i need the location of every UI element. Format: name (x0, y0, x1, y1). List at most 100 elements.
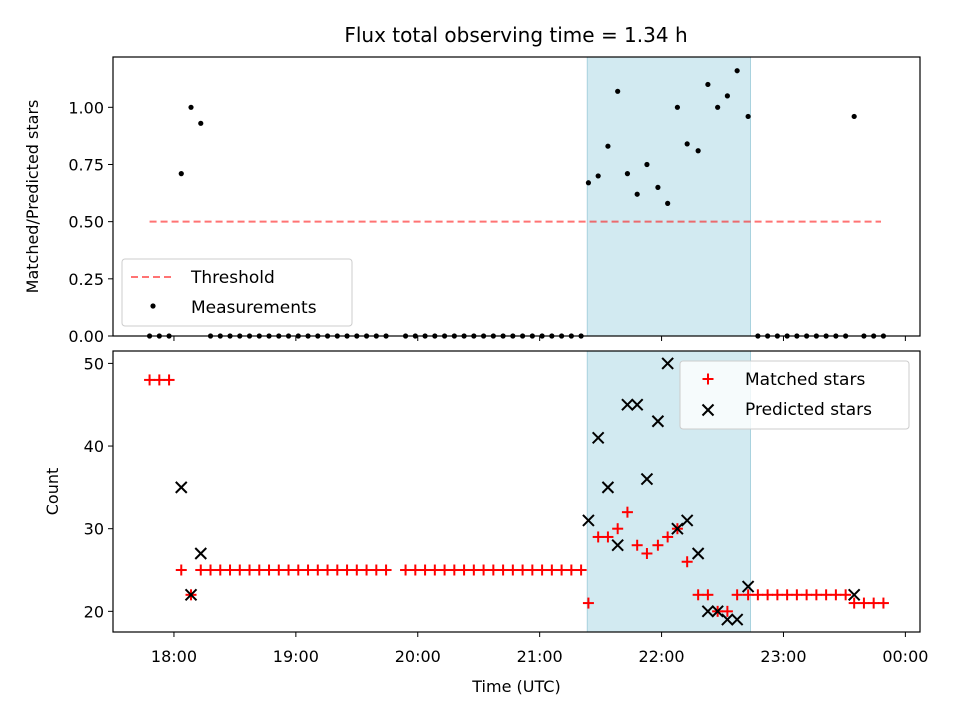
matched-point (810, 589, 822, 601)
matched-point (631, 539, 643, 551)
x-tick-label: 20:00 (395, 647, 441, 666)
predicted-point (611, 539, 624, 552)
predicted-point (591, 431, 605, 444)
matched-point (312, 564, 324, 576)
matched-point (409, 564, 421, 576)
matched-point (662, 531, 674, 543)
y-tick-label: 1.00 (68, 98, 104, 117)
measurement-point (198, 120, 204, 126)
predicted-point (691, 547, 705, 560)
matched-point (752, 589, 764, 601)
matched-point (205, 564, 217, 576)
matched-point (195, 564, 207, 576)
measurement-point (674, 104, 681, 110)
matched-point (370, 564, 382, 576)
highlight-span (586, 56, 751, 337)
predicted-point (621, 398, 634, 411)
matched-point (458, 564, 470, 576)
matched-point (742, 589, 754, 601)
matched-point (163, 374, 175, 386)
y-axis-ratio: 0.00 0.25 0.50 0.75 1.00 (68, 98, 113, 346)
predicted-point (175, 481, 188, 494)
matched-point (175, 564, 187, 576)
legend-count: Matched stars Predicted stars (679, 360, 910, 430)
matched-point (692, 589, 704, 601)
plot-area-count (144, 357, 889, 626)
x-axis-label: Time (UTC) (471, 677, 560, 696)
legend-matched-marker (702, 373, 714, 385)
matched-point (877, 597, 889, 609)
y-tick-label: 0.00 (68, 327, 104, 346)
predicted-point (711, 605, 724, 618)
matched-point (781, 589, 793, 601)
legend-predicted-label: Predicted stars (745, 400, 872, 420)
measurement-point (624, 171, 631, 177)
y-tick-label: 0.25 (68, 270, 104, 289)
measurement-point (188, 104, 194, 110)
y-axis-label-ratio: Matched/Predicted stars (23, 100, 42, 294)
predicted-point (194, 547, 207, 560)
matched-point (731, 589, 743, 601)
predicted-point (661, 357, 674, 370)
legend-predicted-marker (701, 403, 715, 417)
x-tick-label: 21:00 (517, 647, 563, 666)
matched-point (322, 564, 334, 576)
matched-point (302, 564, 314, 576)
matched-point (478, 564, 490, 576)
x-tick-label: 23:00 (760, 647, 806, 666)
matched-point (848, 597, 860, 609)
matched-point (556, 564, 568, 576)
measurement-point (745, 113, 751, 120)
matched-point (582, 597, 594, 609)
legend-measurement-marker (150, 303, 156, 309)
matched-point (565, 564, 577, 576)
matched-point (380, 564, 392, 576)
legend-ratio: Threshold Measurements (121, 258, 353, 327)
matched-point (214, 564, 226, 576)
y-tick-label: 0.75 (68, 155, 104, 174)
matched-point (283, 564, 295, 576)
measurement-point (595, 173, 601, 179)
matched-point (602, 531, 614, 543)
predicted-point (671, 522, 684, 535)
predicted-point (741, 580, 755, 593)
x-tick-label: 22:00 (639, 647, 685, 666)
measurement-point (684, 141, 690, 147)
matched-point (546, 564, 558, 576)
matched-point (840, 589, 852, 601)
matched-point (153, 374, 165, 386)
chart-title: Flux total observing time = 1.34 h (344, 23, 687, 47)
matched-point (292, 564, 304, 576)
matched-point (244, 564, 256, 576)
measurement-point (605, 143, 611, 149)
matched-point (497, 564, 509, 576)
panel-count: 20 30 40 50 18:00 19:00 20:00 21:00 22:00 23:00 0… (43, 350, 928, 696)
measurement-point (615, 88, 621, 94)
matched-point (868, 597, 880, 609)
axes-frame (112, 350, 921, 633)
measurement-point (634, 191, 640, 197)
matched-point (439, 564, 451, 576)
y-axis-count: 20 30 40 50 (84, 354, 113, 621)
matched-point (144, 374, 156, 386)
predicted-point (701, 605, 715, 618)
legend-box (121, 258, 353, 327)
matched-point (721, 605, 733, 617)
matched-point (448, 564, 460, 576)
predicted-point (680, 514, 694, 527)
matched-point (273, 564, 285, 576)
matched-point (641, 547, 653, 559)
legend-measurement-label: Measurements (191, 298, 317, 318)
legend-matched-label: Matched stars (745, 370, 865, 390)
x-axis: 18:00 19:00 20:00 21:00 22:00 23:00 00:00 (151, 632, 928, 666)
matched-point (253, 564, 265, 576)
measurement-point (705, 81, 711, 88)
matched-point (224, 564, 236, 576)
matched-point (575, 564, 587, 576)
axes-frame (112, 56, 921, 337)
matched-point (351, 564, 363, 576)
predicted-point (582, 514, 595, 527)
predicted-point (721, 613, 734, 626)
matched-point (762, 589, 774, 601)
